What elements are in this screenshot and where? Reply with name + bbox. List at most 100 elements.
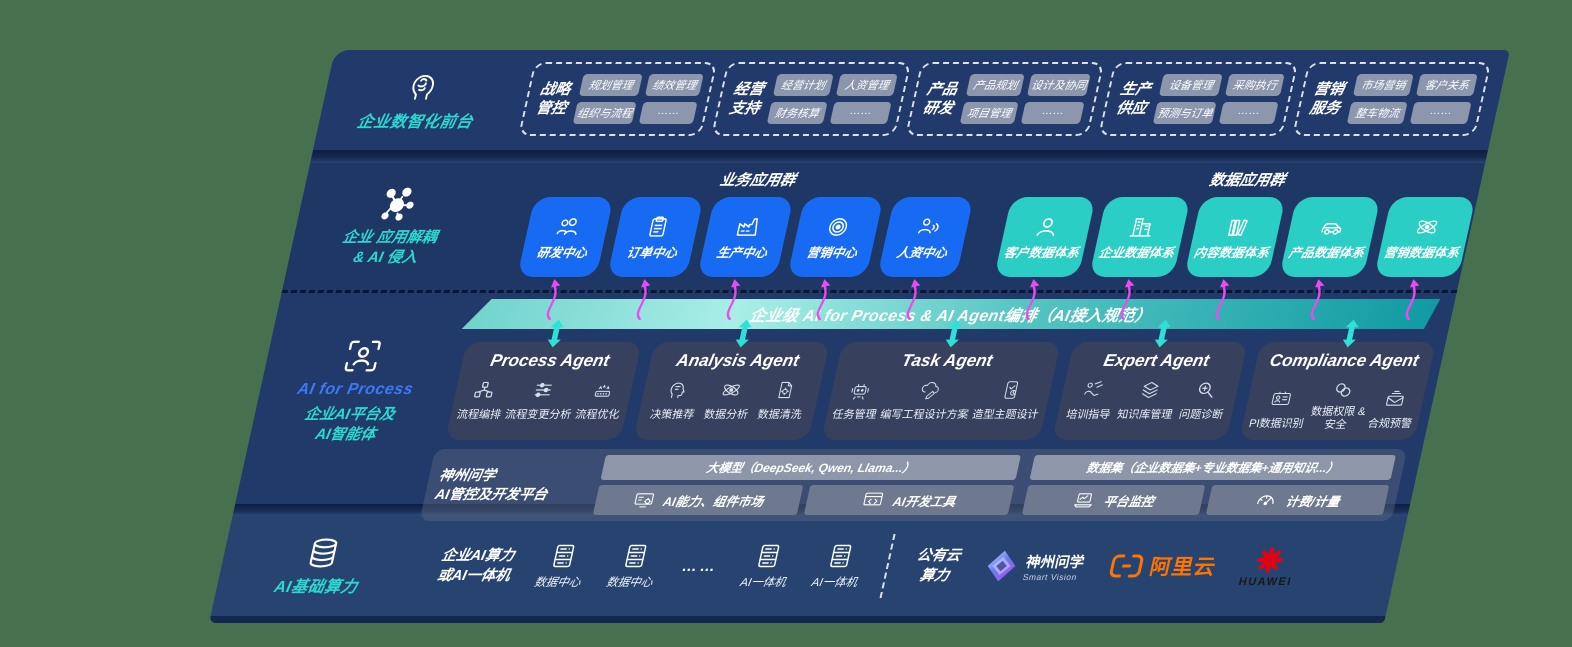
agent-item: 编写工程设计方案 [879, 379, 976, 422]
agent-item: 数据权限 & 安全 [1306, 379, 1374, 431]
agent-item: 流程优化 [574, 379, 627, 422]
server-icon [752, 542, 786, 570]
dev-tools-icon [860, 489, 887, 511]
agent-item: 流程编排 [455, 379, 508, 422]
public-cloud-line1: 公有云 [915, 547, 963, 564]
dataset-group: 数据集（企业数据集+专业数据集+通用知识...） 平台监控 计费/计量 [1021, 455, 1396, 516]
app-box-wrap: 研发中心 [508, 197, 614, 320]
app-layer-label-line2: & AI 侵入 [351, 249, 420, 266]
chip: 绩效管理 [645, 74, 705, 96]
cell-label: AI开发工具 [891, 494, 958, 509]
front-office-group-operation: 经营支持 经营计划 人资管理 财务核算 …… [711, 62, 912, 136]
node-datacenter-2: 数据中心 [605, 542, 662, 590]
data-box-label: 客户数据体系 [1002, 245, 1081, 260]
chip: 经营计划 [772, 74, 834, 96]
chip: 预测与订单 [1153, 102, 1218, 124]
agent-item-label: 数据清洗 [756, 409, 803, 421]
front-office-label-column: 企业数智化前台 [313, 50, 527, 150]
agent-item-label: 数据分析 [702, 409, 750, 421]
agent-item: 合规预警 [1366, 388, 1419, 431]
app-box-wrap: 营销中心 [778, 197, 884, 320]
app-box-wrap: 企业数据体系 [1080, 197, 1191, 320]
huawei-name: HUAWEI [1237, 575, 1294, 588]
chip: …… [638, 102, 698, 124]
app-layer-section: 企业 应用解耦 & AI 侵入 业务应用群 研发中心 [282, 163, 1486, 320]
chip: …… [829, 102, 892, 124]
chip: 设备管理 [1159, 74, 1224, 96]
updown-arrow-icon [543, 317, 568, 350]
diagnose-icon [1193, 379, 1220, 401]
group-chips: 规划管理 绩效管理 组织与流程 …… [572, 74, 705, 124]
app-box-order-center: 订单中心 [607, 197, 704, 277]
platform-label-line2: AI管控及开发平台 [433, 486, 550, 503]
agent-card-expert: Expert Agent 培训指导 知识库管理 问题诊断 [1051, 319, 1249, 441]
alibaba-name: 阿里云 [1147, 556, 1219, 579]
agent-item-label: 问题诊断 [1177, 409, 1225, 421]
app-box-label: 人资中心 [895, 245, 949, 260]
monitor-icon [1071, 489, 1098, 511]
agent-item-label: 流程变更分析 [503, 409, 573, 421]
front-office-section: 企业数智化前台 战略管控 规划管理 绩效管理 组织与流程 …… 经营支持 经营计… [313, 50, 1511, 150]
front-office-group-marketing: 营销服务 市场营销 客户关系 整车物流 …… [1291, 62, 1492, 136]
flow-arrow-icon [1112, 278, 1141, 320]
business-app-group: 业务应用群 研发中心 订单中心 [514, 169, 980, 320]
group-chips: 设备管理 采购执行 预测与订单 …… [1153, 74, 1285, 124]
chip: …… [1410, 102, 1472, 124]
ellipsis: …… [680, 557, 720, 575]
database-icon [303, 536, 344, 570]
group-title: 营销服务 [1308, 80, 1347, 118]
agent-item-label: 流程编排 [455, 409, 503, 421]
data-box-label: 产品数据体系 [1287, 245, 1366, 260]
chip: 市场营销 [1352, 74, 1415, 96]
smartvision-name: 神州问学 [1024, 554, 1086, 571]
app-layer-label-column: 企业 应用解耦 & AI 侵入 [282, 163, 502, 290]
target-icon [822, 214, 854, 240]
ai-platform-label-line2: 企业AI平台及 [302, 406, 397, 423]
sliders-icon [530, 379, 557, 401]
agent-item: 造型主题设计 [971, 379, 1046, 422]
agent-title: Process Agent [488, 351, 612, 370]
agent-title: Analysis Agent [674, 351, 802, 370]
infra-section: AI基础算力 企业AI算力 或AI一体机 数据中心 数据中心 …… AI一体机 [210, 516, 1408, 616]
flow-arrow-icon [717, 278, 746, 320]
agent-item: 数据清洗 [756, 379, 809, 422]
flow-arrow-icon [1017, 278, 1046, 320]
front-office-group-strategy: 战略管控 规划管理 绩效管理 组织与流程 …… [518, 62, 718, 136]
updown-arrow-icon [1338, 317, 1363, 350]
group-chips: 市场营销 客户关系 整车物流 …… [1346, 74, 1478, 124]
app-box-label: 营销中心 [805, 245, 859, 260]
app-box-wrap: 人资中心 [868, 197, 974, 320]
data-app-group: 数据应用群 客户数据体系 企业数据体系 [991, 169, 1482, 320]
huawei-logo: HUAWEI [1238, 545, 1300, 588]
person-frame-icon [340, 337, 386, 375]
app-box-label: 生产中心 [715, 245, 769, 260]
books-icon [1221, 214, 1253, 240]
atom-icon [1411, 214, 1443, 240]
agent-card-compliance: Compliance Agent PI数据识别 数据权限 & 安全 合规预 [1239, 319, 1436, 441]
flow-arrow-icon [537, 278, 566, 320]
ai-platform-label-line1: AI for Process [295, 381, 415, 398]
public-cloud-line2: 算力 [918, 568, 951, 584]
node-datacenter-1: 数据中心 [533, 542, 590, 590]
building-icon [1126, 214, 1158, 240]
panel-bottom-edge [209, 616, 1386, 623]
app-box-production-center: 生产中心 [697, 197, 794, 277]
front-office-group-product: 产品研发 产品规划 设计及协同 项目管理 …… [904, 62, 1105, 136]
ai-platform-label-line3: AI智能体 [313, 426, 378, 444]
compute-label-line1: 企业AI算力 [440, 547, 517, 564]
flow-arrow-icon [807, 278, 836, 320]
agent-item-label: 决策推荐 [648, 409, 696, 421]
idea-head-icon [664, 379, 691, 401]
smartvision-logo: 神州问学 Smart Vision [981, 549, 1087, 583]
chip: 客户关系 [1416, 74, 1478, 96]
person-signal-icon [912, 214, 944, 240]
model-bar: 大模型（DeepSeek, Qwen, Llama...） [600, 455, 1021, 481]
app-box-wrap: 生产中心 [688, 197, 794, 320]
agent-item-label: PI数据识别 [1247, 418, 1305, 431]
agent-item: 问题诊断 [1178, 379, 1231, 422]
app-box-wrap: 营销数据体系 [1365, 197, 1476, 320]
flow-arrow-icon [1207, 278, 1236, 320]
machine-icon [589, 379, 616, 401]
smartvision-sub: Smart Vision [1021, 571, 1079, 582]
metering-cell: 计费/计量 [1205, 485, 1390, 516]
